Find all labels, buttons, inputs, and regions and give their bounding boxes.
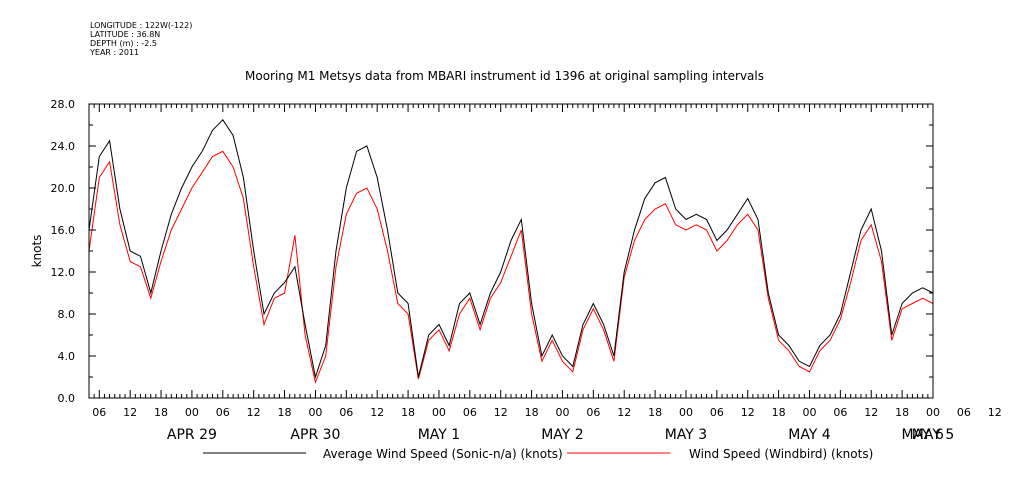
x-tick-label: 12 xyxy=(741,406,755,419)
x-tick-label: 00 xyxy=(679,406,693,419)
legend-label-windbird: Wind Speed (Windbird) (knots) xyxy=(689,447,873,461)
meta-latitude: LATITUDE : 36.8N xyxy=(90,30,161,39)
plot-frame xyxy=(88,103,934,399)
y-axis-label: knots xyxy=(30,235,44,268)
x-tick-label: 00 xyxy=(185,406,199,419)
y-tick-label: 28.0 xyxy=(51,98,76,111)
x-date-label: MAY 4 xyxy=(788,427,831,443)
x-tick-label: 06 xyxy=(833,406,847,419)
y-tick-label: 24.0 xyxy=(51,140,76,153)
series-layer xyxy=(88,119,934,385)
meta-year: YEAR : 2011 xyxy=(90,48,140,57)
x-tick-label: 18 xyxy=(525,406,539,419)
y-tick-label: 20.0 xyxy=(51,182,76,195)
x-tick-label: 18 xyxy=(401,406,415,419)
series-line-0 xyxy=(88,119,934,379)
x-tick-label: 00 xyxy=(926,406,940,419)
x-date-label: MAY 1 xyxy=(418,427,460,443)
x-tick-label: 18 xyxy=(772,406,786,419)
chart-title: Mooring M1 Metsys data from MBARI instru… xyxy=(245,69,764,83)
legend: Average Wind Speed (Sonic-n/a) (knots) W… xyxy=(203,447,873,461)
x-tick-label: 06 xyxy=(710,406,724,419)
y-tick-label: 12.0 xyxy=(51,266,76,279)
x-tick-label: 06 xyxy=(216,406,230,419)
y-tick-label: 4.0 xyxy=(58,350,76,363)
x-tick-label: 00 xyxy=(802,406,816,419)
ticks-layer: 0.0 4.0 8.0 12.0 16.0 20.0 24.0 28.0 06 12 18 00 06 1… xyxy=(51,98,1002,443)
x-tick-label: 00 xyxy=(432,406,446,419)
x-tick-label: 12 xyxy=(617,406,631,419)
y-tick-label: 0.0 xyxy=(58,392,76,405)
x-tick-label: 18 xyxy=(278,406,292,419)
x-date-label: MAY 3 xyxy=(665,427,707,443)
x-tick-label: 00 xyxy=(308,406,322,419)
x-tick-label: 00 xyxy=(555,406,569,419)
x-tick-label: 12 xyxy=(370,406,384,419)
x-tick-label: 12 xyxy=(864,406,878,419)
meta-depth: DEPTH (m) : -2.5 xyxy=(90,39,157,48)
station-metadata: LONGITUDE : 122W(-122) LATITUDE : 36.8N … xyxy=(90,21,192,57)
x-tick-label: 12 xyxy=(123,406,137,419)
series-line-1 xyxy=(88,150,934,385)
meta-longitude: LONGITUDE : 122W(-122) xyxy=(90,21,193,30)
x-tick-label: 18 xyxy=(895,406,909,419)
x-date-label: MAY 6 xyxy=(901,427,944,443)
legend-label-sonic: Average Wind Speed (Sonic-n/a) (knots) xyxy=(323,447,563,461)
x-tick-label: 12 xyxy=(247,406,261,419)
x-tick-label: 06 xyxy=(957,406,971,419)
y-tick-label: 8.0 xyxy=(58,308,76,321)
x-tick-label: 06 xyxy=(339,406,353,419)
x-date-label: MAY 5 xyxy=(912,427,954,443)
x-tick-label: 06 xyxy=(586,406,600,419)
y-tick-label: 16.0 xyxy=(51,224,76,237)
x-date-label: MAY 2 xyxy=(541,427,583,443)
x-date-label: APR 29 xyxy=(167,427,217,443)
x-tick-label: 06 xyxy=(463,406,477,419)
x-tick-label: 12 xyxy=(988,406,1002,419)
x-tick-label: 18 xyxy=(154,406,168,419)
x-tick-label: 06 xyxy=(92,406,106,419)
x-tick-label: 12 xyxy=(494,406,508,419)
x-date-label: APR 30 xyxy=(290,427,340,443)
x-tick-label: 18 xyxy=(648,406,662,419)
